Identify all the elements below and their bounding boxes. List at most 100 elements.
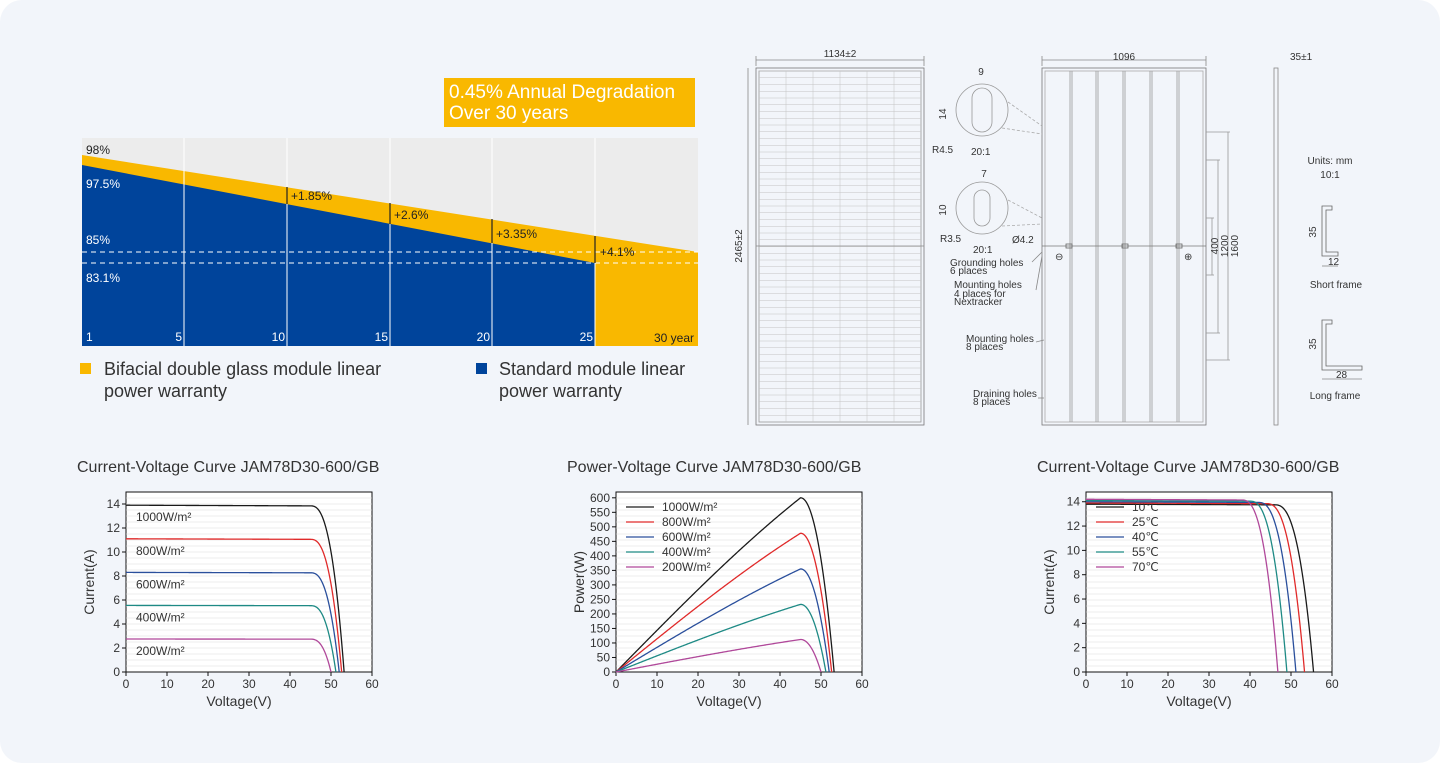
standard-warranty-area — [82, 165, 595, 346]
mount4-line1: Mounting holes — [954, 280, 1022, 291]
y-tick-label: 10 — [1067, 543, 1081, 557]
y-label-98: 98% — [86, 143, 110, 157]
mount8-leader — [1035, 339, 1045, 343]
back-view — [1041, 67, 1207, 426]
long-frame-label: Long frame — [1310, 391, 1361, 402]
y-tick-label: 12 — [107, 521, 121, 535]
x-tick-label: 30 — [732, 677, 746, 691]
y-label-97-5: 97.5% — [86, 177, 120, 191]
detail1-scale: 20:1 — [971, 147, 991, 158]
x-label-30: 30 year — [654, 331, 694, 345]
drain-line1: Draining holes — [973, 389, 1037, 400]
front-width-label: 1134±2 — [824, 49, 857, 60]
series-line — [615, 603, 827, 673]
x-label-10: 10 — [272, 330, 286, 344]
y-tick-label: 2 — [1073, 641, 1080, 655]
dim-1600-label: 1600 — [1230, 234, 1241, 257]
series-line — [1086, 502, 1306, 673]
x-tick-label: 60 — [1325, 677, 1339, 691]
y-tick-label: 550 — [590, 505, 610, 519]
legend-label: 400W/m² — [662, 545, 711, 559]
legend-label: 40℃ — [1132, 530, 1159, 544]
y-tick-label: 8 — [1073, 568, 1080, 582]
banner-line2: Over 30 years — [449, 103, 568, 124]
y-tick-label: 14 — [107, 497, 121, 511]
y-tick-label: 2 — [113, 641, 120, 655]
x-tick-label: 50 — [814, 677, 828, 691]
series-line — [615, 568, 830, 673]
y-tick-label: 4 — [113, 617, 120, 631]
y-tick-label: 100 — [590, 636, 610, 650]
x-label-5: 5 — [175, 330, 182, 344]
short-frame-profile — [1321, 205, 1339, 257]
warranty-chart: 0.45% Annual Degradation Over 30 years 9… — [80, 78, 698, 401]
mount4-line3: Nextracker — [954, 297, 1003, 308]
x-tick-label: 40 — [773, 677, 787, 691]
iv-irradiance-chart: Current-Voltage Curve JAM78D30-600/GB 0 2 4… — [77, 459, 379, 709]
y-axis-label: Current(A) — [81, 549, 97, 614]
chart-title: Current-Voltage Curve JAM78D30-600/GB — [1037, 459, 1339, 476]
side-thickness-label: 35±1 — [1290, 52, 1313, 63]
side-view — [1273, 67, 1279, 426]
pv-irradiance-chart: Power-Voltage Curve JAM78D30-600/GB05010… — [567, 459, 869, 709]
detail2-height: 10 — [938, 204, 949, 216]
legend-label: 70℃ — [1132, 560, 1159, 574]
legend-label: 25℃ — [1132, 515, 1159, 529]
detail2-scale: 20:1 — [973, 245, 993, 256]
series-label: 400W/m² — [136, 610, 185, 624]
series-line — [126, 604, 337, 673]
series-line — [615, 638, 822, 673]
x-tick-label: 40 — [283, 677, 297, 691]
junction-box-2 — [1121, 243, 1129, 249]
plus-terminal: ⊕ — [1184, 252, 1192, 263]
grounding-line2: 6 places — [950, 266, 987, 277]
x-axis-label: Voltage(V) — [206, 693, 271, 709]
short-frame-label: Short frame — [1310, 280, 1363, 291]
x-tick-label: 30 — [242, 677, 256, 691]
long-frame-width: 28 — [1336, 370, 1348, 381]
long-frame-height: 35 — [1308, 338, 1319, 350]
y-tick-label: 14 — [1067, 495, 1081, 509]
legend-label: 800W/m² — [662, 515, 711, 529]
x-tick-label: 40 — [1243, 677, 1257, 691]
legend-label: 55℃ — [1132, 545, 1159, 559]
legend-standard-line2: power warranty — [499, 381, 622, 401]
series-line — [1086, 498, 1279, 673]
dim-400-label: 400 — [1210, 237, 1221, 254]
dim-1200-label: 1200 — [1220, 234, 1231, 257]
x-axis-label: Voltage(V) — [1166, 693, 1231, 709]
x-tick-label: 30 — [1202, 677, 1216, 691]
series-label: 200W/m² — [136, 644, 185, 658]
x-tick-label: 10 — [1120, 677, 1134, 691]
x-tick-label: 60 — [855, 677, 869, 691]
y-label-85: 85% — [86, 233, 110, 247]
series-label: 1000W/m² — [136, 510, 191, 524]
detail2-radius: R3.5 — [940, 234, 962, 245]
detail1-radius: R4.5 — [932, 145, 954, 156]
y-tick-label: 400 — [590, 549, 610, 563]
grounding-line1: Grounding holes — [950, 258, 1023, 269]
y-axis-label: Current(A) — [1041, 549, 1057, 614]
legend-bifacial-swatch — [80, 363, 91, 374]
y-tick-label: 12 — [1067, 519, 1081, 533]
detail1-width: 9 — [978, 67, 984, 78]
short-frame-height: 35 — [1308, 226, 1319, 238]
drain-line2: 8 places — [973, 397, 1010, 408]
back-inner-frame — [1044, 70, 1204, 423]
legend-label: 200W/m² — [662, 560, 711, 574]
mount8-line2: 8 places — [966, 342, 1003, 353]
junction-box-1 — [1065, 243, 1073, 249]
x-tick-label: 50 — [1284, 677, 1298, 691]
y-tick-label: 50 — [597, 650, 611, 664]
x-tick-label: 10 — [160, 677, 174, 691]
legend-bifacial-line2: power warranty — [104, 381, 227, 401]
detail2-leader-top — [1007, 199, 1043, 219]
front-frame — [755, 67, 925, 426]
y-tick-label: 450 — [590, 534, 610, 548]
gain-label-1: +1.85% — [291, 189, 332, 203]
gain-label-3: +3.35% — [496, 227, 537, 241]
y-tick-label: 350 — [590, 563, 610, 577]
x-label-25: 25 — [580, 330, 594, 344]
y-tick-label: 8 — [113, 569, 120, 583]
